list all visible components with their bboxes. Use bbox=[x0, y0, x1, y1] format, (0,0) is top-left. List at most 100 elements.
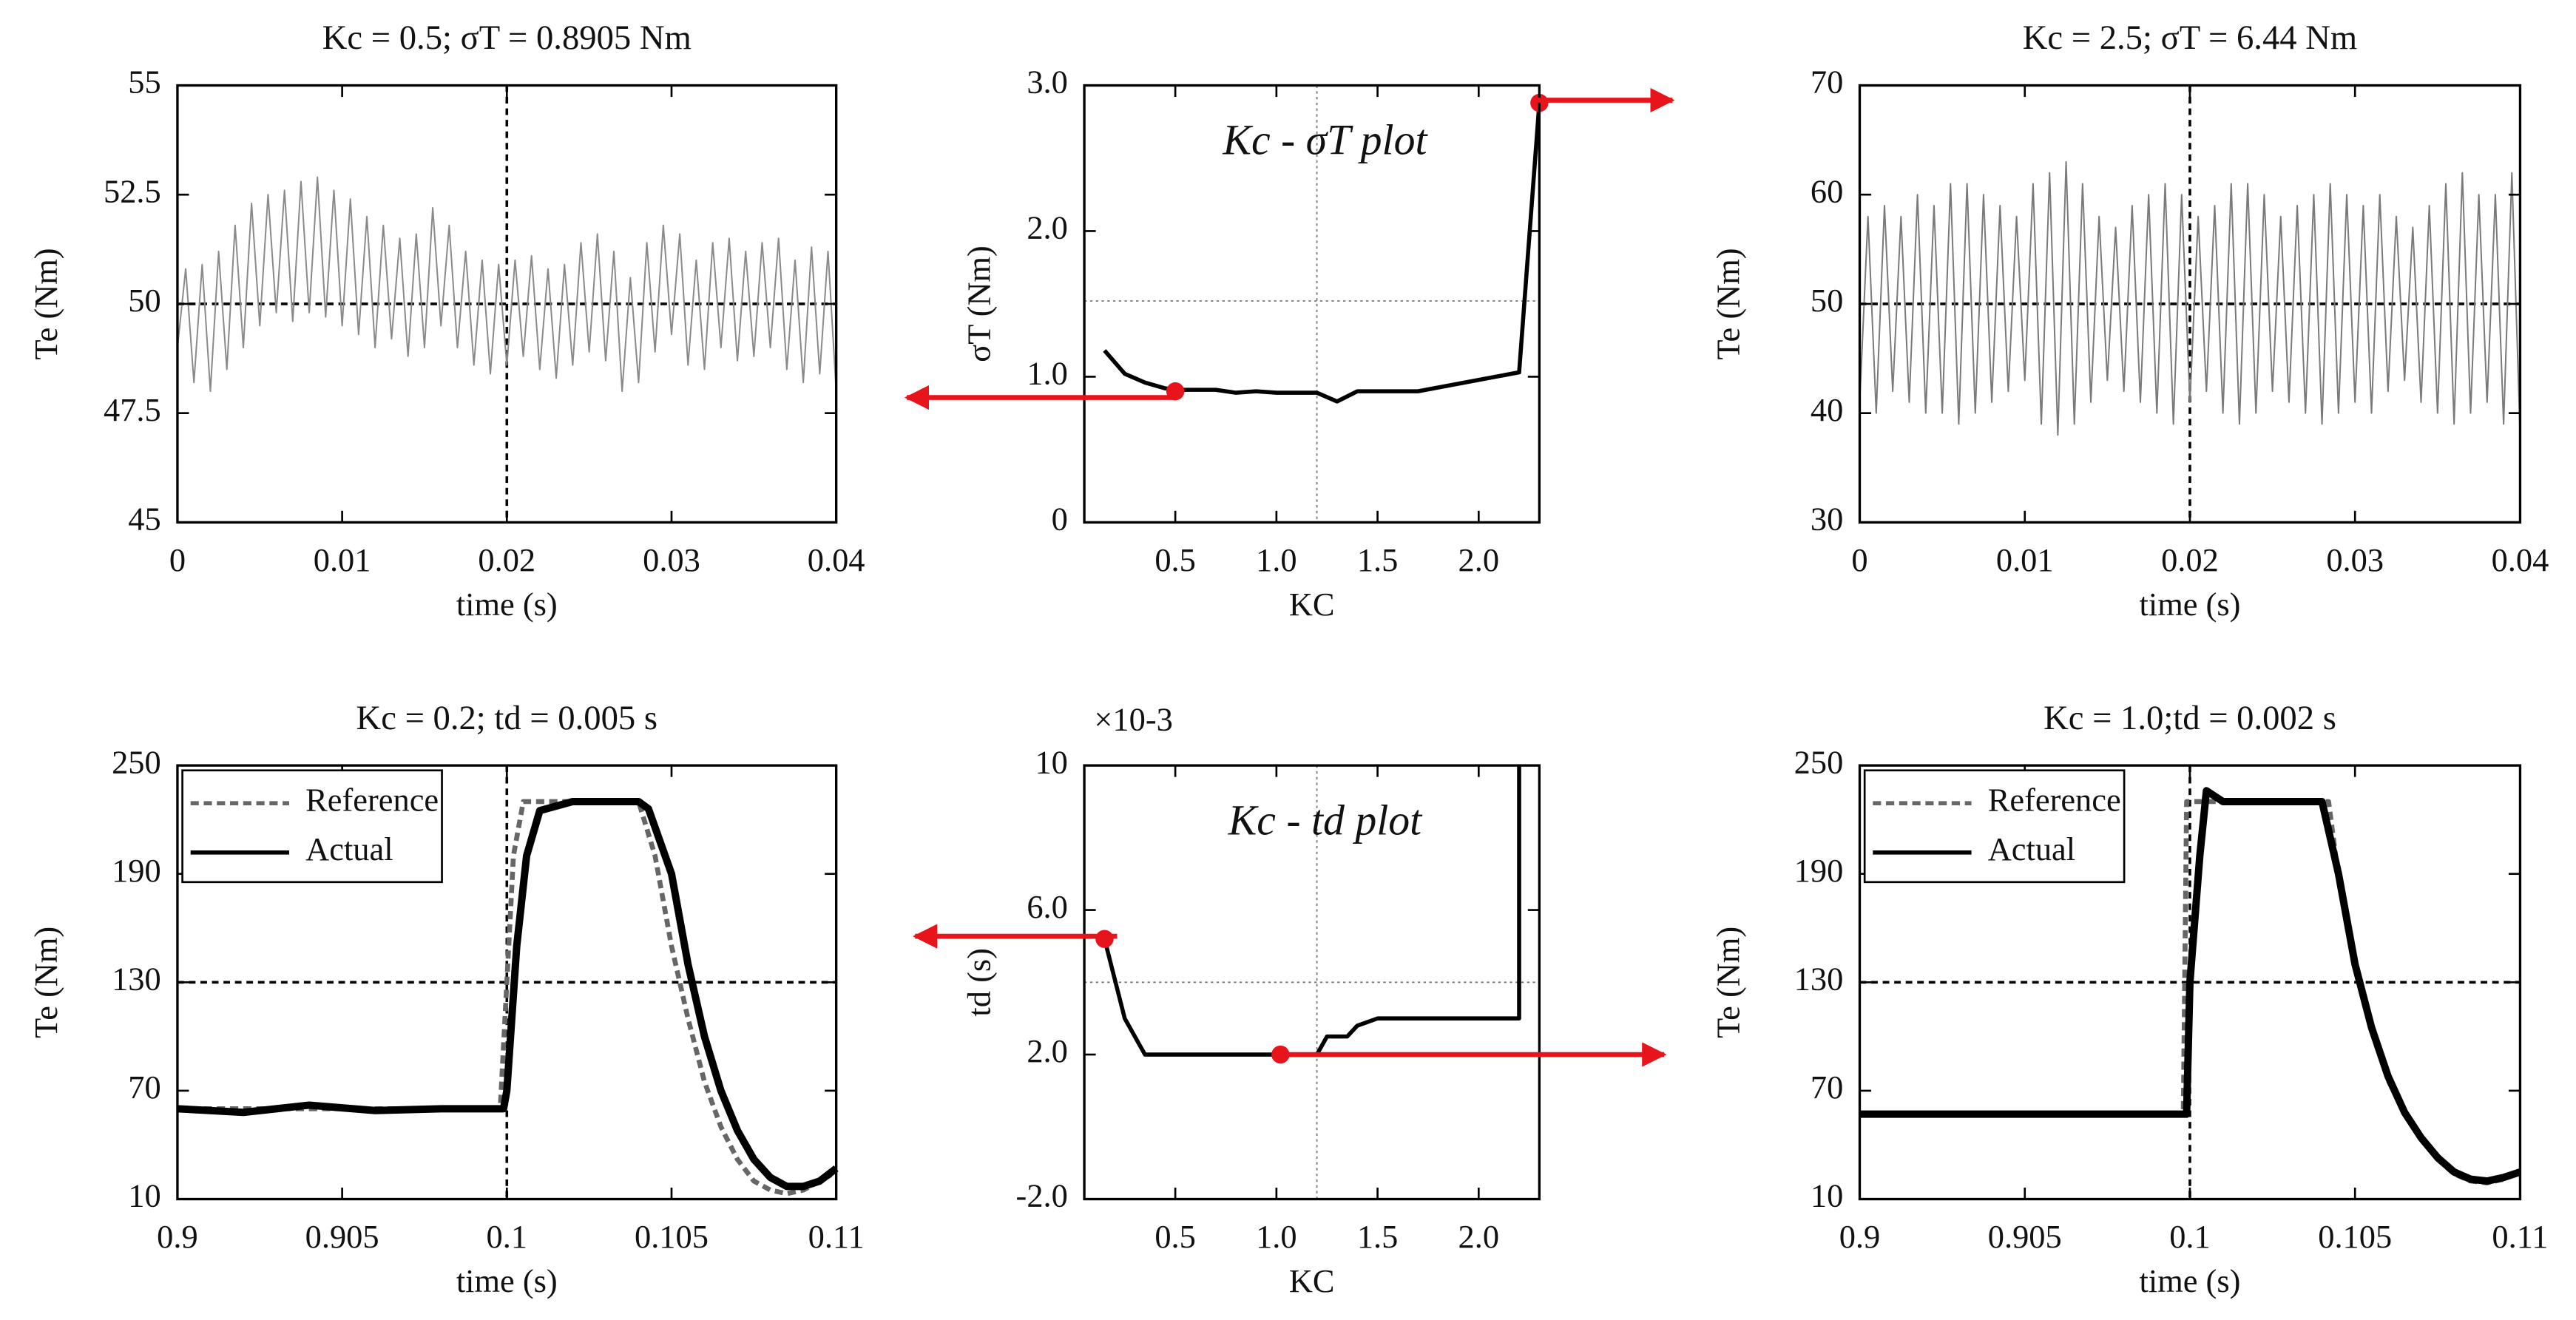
legend-box bbox=[181, 769, 443, 884]
y-tick-label: 70 bbox=[128, 1069, 160, 1106]
x-tick-label: 0.03 bbox=[2326, 541, 2384, 578]
x-tick-label: 0.9 bbox=[1839, 1218, 1881, 1255]
y-tick-label: 70 bbox=[1811, 1069, 1843, 1106]
y-axis-label: Te (Nm) bbox=[27, 927, 64, 1038]
x-tick-label: 0.11 bbox=[808, 1218, 865, 1255]
y-tick-label: 52.5 bbox=[104, 172, 161, 209]
x-tick-label: 0.01 bbox=[314, 541, 371, 578]
x-tick-label: 0.03 bbox=[643, 541, 700, 578]
x-tick-label: 0.04 bbox=[808, 541, 865, 578]
x-tick-label: 0.1 bbox=[2169, 1218, 2211, 1255]
y-tick-label: 60 bbox=[1811, 172, 1843, 209]
y-tick-label: 50 bbox=[1811, 282, 1843, 319]
y-tick-label: 190 bbox=[1794, 852, 1844, 889]
panel: 0.5 1.0 1.5 2.0 0 1.0 2.0 3.0 Kc - σT plot KC σT (… bbox=[961, 64, 1549, 623]
y-axis-label: td (s) bbox=[961, 948, 998, 1017]
y-tick-label: 47.5 bbox=[104, 391, 161, 428]
x-tick-label: 0.9 bbox=[157, 1218, 198, 1255]
y-tick-label: 6.0 bbox=[1027, 888, 1068, 925]
legend-label: Actual bbox=[1988, 830, 2075, 867]
x-tick-label: 0.5 bbox=[1155, 1218, 1196, 1255]
x-tick-label: 0.1 bbox=[487, 1218, 528, 1255]
series-line bbox=[1103, 102, 1542, 404]
x-tick-label: 0.02 bbox=[478, 541, 535, 578]
x-tick-label: 0.105 bbox=[635, 1218, 709, 1255]
y-tick-label: 10 bbox=[128, 1177, 160, 1214]
x-tick-label: 0.5 bbox=[1155, 541, 1196, 578]
x-axis-label: KC bbox=[1289, 586, 1335, 623]
y-tick-label: 50 bbox=[128, 282, 160, 319]
x-axis-label: KC bbox=[1289, 1262, 1335, 1299]
x-axis-label: time (s) bbox=[456, 1262, 558, 1299]
y-tick-label: 250 bbox=[1794, 743, 1844, 780]
annotation: Kc - σT plot bbox=[1222, 118, 1428, 164]
annotation: Kc - td plot bbox=[1228, 797, 1423, 844]
x-tick-label: 0.02 bbox=[2161, 541, 2219, 578]
y-tick-label: 10 bbox=[1035, 743, 1067, 780]
series-line bbox=[176, 176, 837, 393]
panel: 0.5 1.0 1.5 2.0 -2.0 2.0 6.0 10 Kc - td plot ×10-… bbox=[961, 701, 1541, 1299]
y-tick-label: 250 bbox=[112, 743, 161, 780]
series-line bbox=[177, 797, 839, 1191]
y-tick-label: 1.0 bbox=[1027, 355, 1068, 392]
x-tick-label: 1.0 bbox=[1256, 541, 1297, 578]
x-tick-label: 0 bbox=[169, 541, 186, 578]
x-axis-label: time (s) bbox=[456, 586, 558, 623]
x-tick-label: 0 bbox=[1851, 541, 1867, 578]
highlight-point bbox=[1095, 930, 1114, 948]
plot-frame bbox=[1083, 84, 1541, 524]
x-tick-label: 2.0 bbox=[1458, 541, 1500, 578]
legend-label: Reference bbox=[305, 781, 439, 818]
legend: Reference Actual bbox=[1863, 769, 2126, 884]
highlight-point bbox=[1271, 1045, 1290, 1064]
x-tick-label: 0.105 bbox=[2318, 1218, 2392, 1255]
y-tick-label: 190 bbox=[112, 852, 161, 889]
chart-title: Kc = 1.0;td = 0.002 s bbox=[2043, 699, 2336, 737]
chart-title: Kc = 0.5; σT = 0.8905 Nm bbox=[322, 18, 692, 57]
x-tick-label: 1.0 bbox=[1256, 1218, 1297, 1255]
y-tick-label: 45 bbox=[128, 501, 160, 538]
y-tick-label: 30 bbox=[1811, 501, 1843, 538]
x-tick-label: 2.0 bbox=[1458, 1218, 1500, 1255]
panel: 0.9 0.905 0.1 0.105 0.11 10 70 130 190 250 Kc = 0.… bbox=[27, 699, 865, 1299]
x-axis-label: time (s) bbox=[2140, 586, 2241, 623]
chart-title: Kc = 0.2; td = 0.005 s bbox=[356, 699, 657, 737]
y-tick-label: 55 bbox=[128, 64, 160, 101]
series-line bbox=[177, 799, 838, 1197]
panel: 0 0.01 0.02 0.03 0.04 30 40 50 60 70 Kc = 2.5; σT … bbox=[1709, 18, 2549, 623]
x-tick-label: 1.5 bbox=[1357, 1218, 1399, 1255]
y-tick-label: 40 bbox=[1811, 391, 1843, 428]
x-axis-label: time (s) bbox=[2140, 1262, 2241, 1299]
y-tick-label: 2.0 bbox=[1027, 209, 1068, 246]
y-tick-label: -2.0 bbox=[1016, 1177, 1068, 1214]
arrows bbox=[904, 87, 1675, 1067]
y-tick-label: 10 bbox=[1811, 1177, 1843, 1214]
x-tick-label: 0.905 bbox=[1988, 1218, 2062, 1255]
y-tick-label: 2.0 bbox=[1027, 1032, 1068, 1069]
y-tick-label: 3.0 bbox=[1027, 64, 1068, 101]
panel: 0.9 0.905 0.1 0.105 0.11 10 70 130 190 250 Kc = 1.… bbox=[1709, 699, 2548, 1299]
x-tick-label: 1.5 bbox=[1357, 541, 1399, 578]
x-tick-label: 0.01 bbox=[1996, 541, 2054, 578]
series-line bbox=[1859, 787, 2521, 1185]
legend-label: Reference bbox=[1988, 781, 2121, 818]
series-line bbox=[1859, 160, 2521, 436]
chart-title: Kc = 2.5; σT = 6.44 Nm bbox=[2023, 18, 2357, 57]
x-tick-label: 0.11 bbox=[2492, 1218, 2548, 1255]
x-tick-label: 0.905 bbox=[305, 1218, 379, 1255]
legend-label: Actual bbox=[305, 830, 393, 867]
y-tick-label: 0 bbox=[1052, 501, 1068, 538]
y-axis-label: Te (Nm) bbox=[1709, 248, 1746, 359]
legend: Reference Actual bbox=[181, 769, 443, 884]
axis-exponent: ×10-3 bbox=[1094, 701, 1172, 738]
y-axis-label: σT (Nm) bbox=[961, 246, 998, 362]
y-tick-label: 130 bbox=[1794, 960, 1844, 997]
y-axis-label: Te (Nm) bbox=[1709, 927, 1746, 1038]
x-tick-label: 0.04 bbox=[2492, 541, 2549, 578]
panel: 0 0.01 0.02 0.03 0.04 45 47.5 50 52.5 55 Kc = 0.5;… bbox=[27, 18, 865, 623]
series-line bbox=[1102, 765, 1521, 1057]
y-tick-label: 130 bbox=[112, 960, 161, 997]
legend-box bbox=[1863, 769, 2126, 884]
y-axis-label: Te (Nm) bbox=[27, 248, 64, 359]
